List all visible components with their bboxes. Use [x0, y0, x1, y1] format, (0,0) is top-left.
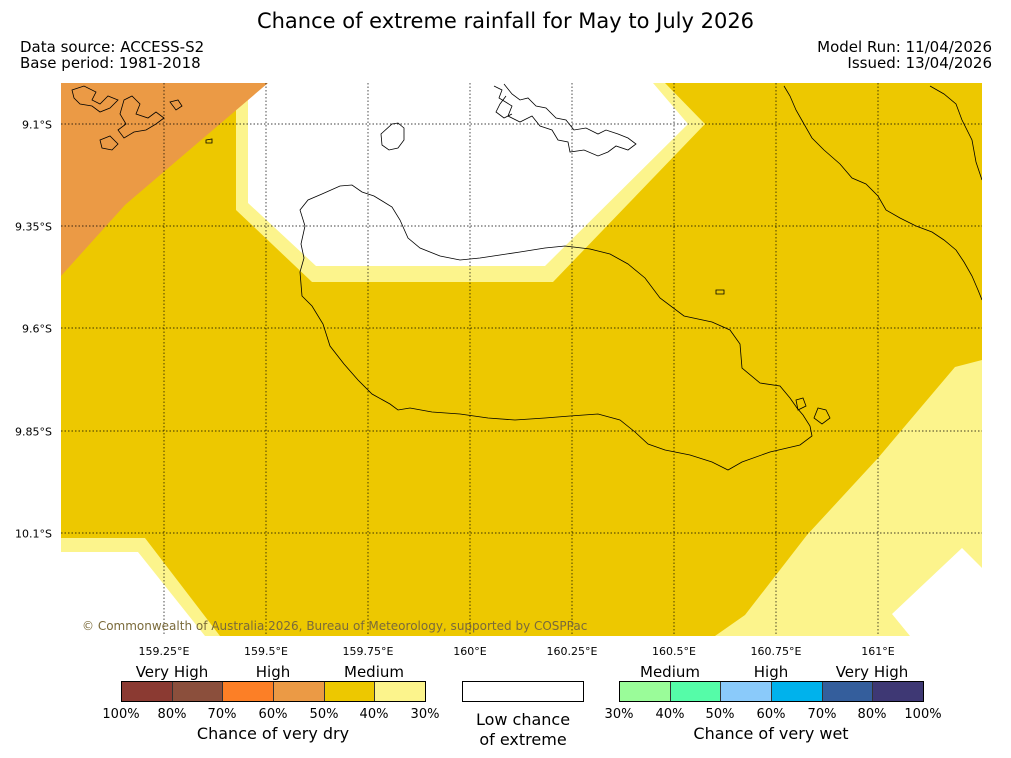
- dry-color-bar: [121, 681, 426, 702]
- wet-color-swatch: [620, 682, 671, 701]
- wet-tick: 80%: [857, 707, 887, 722]
- coastlines: [71, 83, 982, 471]
- dry-tick: 70%: [207, 707, 237, 722]
- chart-title: Chance of extreme rainfall for May to Ju…: [256, 9, 755, 33]
- map-area: [61, 83, 982, 636]
- wet-color-bar: [619, 681, 924, 702]
- malaita-coastline: [783, 85, 982, 301]
- dry-color-swatch: [324, 682, 376, 701]
- wet-tick: 50%: [705, 707, 735, 722]
- lon-label: 161°E: [861, 645, 895, 658]
- wet-tick: 60%: [756, 707, 786, 722]
- lon-label: 160.5°E: [652, 645, 696, 658]
- copyright-text: © Commonwealth of Australia 2026, Bureau…: [82, 619, 588, 633]
- russell-islands-2: [117, 95, 165, 139]
- dry-tick: 30%: [410, 707, 440, 722]
- low-chance-region-north: [248, 83, 688, 266]
- dry-legend-title: Chance of very dry: [196, 724, 350, 743]
- savo-island: [380, 122, 405, 151]
- lat-label: 10.1°S: [15, 527, 52, 541]
- lon-label: 159.75°E: [342, 645, 394, 658]
- model-run-text: Model Run: 11/04/2026: [817, 38, 992, 56]
- gridlines: [61, 83, 982, 636]
- wet-tick: 40%: [655, 707, 685, 722]
- wet-color-swatch: [822, 682, 874, 701]
- data-info-left: Data source: ACCESS-S2 Base period: 1981…: [20, 39, 204, 71]
- wet-color-swatch: [873, 682, 924, 701]
- wet-color-swatch: [670, 682, 722, 701]
- inland-islet: [715, 289, 725, 295]
- dry-category-label: High: [255, 663, 291, 681]
- florida-islands: [493, 83, 637, 157]
- dry-color-swatch: [223, 682, 275, 701]
- data-source-text: Data source: ACCESS-S2: [20, 38, 205, 56]
- russell-islands-4: [169, 99, 183, 111]
- issued-text: Issued: 13/04/2026: [847, 54, 992, 72]
- lon-label: 159.5°E: [244, 645, 288, 658]
- lon-label: 160°E: [453, 645, 487, 658]
- guadalcanal-coastline: [299, 184, 813, 471]
- lon-label: 159.25°E: [138, 645, 190, 658]
- dry-category-label: Medium: [344, 663, 404, 681]
- dry-tick: 100%: [102, 707, 140, 722]
- lat-label: 9.35°S: [15, 220, 52, 234]
- dry-tick: 60%: [258, 707, 288, 722]
- dry-color-swatch: [172, 682, 224, 701]
- low-chance-label: Low chance of extreme: [476, 710, 570, 750]
- wet-tick: 100%: [904, 707, 942, 722]
- low-chance-region-southwest: [61, 552, 205, 636]
- low-dry-band-southeast: [715, 360, 982, 636]
- lat-label: 9.85°S: [15, 425, 52, 439]
- low-chance-line1: Low chance: [475, 710, 571, 729]
- dry-color-swatch: [274, 682, 325, 701]
- lon-label: 160.25°E: [546, 645, 598, 658]
- southeast-islet-1: [813, 407, 831, 425]
- wet-tick: 70%: [807, 707, 837, 722]
- data-info-right: Model Run: 11/04/2026 Issued: 13/04/2026: [817, 39, 992, 71]
- low-chance-swatch: [462, 681, 584, 702]
- wet-tick: 30%: [604, 707, 634, 722]
- base-period-text: Base period: 1981-2018: [20, 54, 201, 72]
- russell-islands-3: [99, 135, 119, 151]
- wet-category-label: High: [753, 663, 789, 681]
- malaita-north-coast: [929, 85, 982, 181]
- southeast-islet-2: [795, 397, 807, 411]
- low-chance-region-southeast: [892, 548, 982, 636]
- dry-tick: 40%: [359, 707, 389, 722]
- wet-category-label: Very High: [835, 663, 909, 681]
- dry-color-swatch: [122, 682, 173, 701]
- low-chance-line2: of extreme: [479, 730, 567, 749]
- dry-category-label: Very High: [135, 663, 209, 681]
- wet-color-swatch: [772, 682, 823, 701]
- wet-legend-title: Chance of very wet: [693, 724, 849, 743]
- lat-label: 9.6°S: [22, 322, 52, 336]
- lat-label: 9.1°S: [22, 118, 52, 132]
- wet-color-swatch: [721, 682, 773, 701]
- small-islet: [205, 138, 213, 144]
- florida-islands-west: [495, 95, 513, 119]
- dry-color-swatch: [375, 682, 426, 701]
- russell-islands-1: [71, 85, 119, 113]
- dry-tick: 80%: [157, 707, 187, 722]
- high-dry-region-northwest: [61, 83, 268, 276]
- dry-tick: 50%: [309, 707, 339, 722]
- wet-category-label: Medium: [640, 663, 700, 681]
- lon-label: 160.75°E: [750, 645, 802, 658]
